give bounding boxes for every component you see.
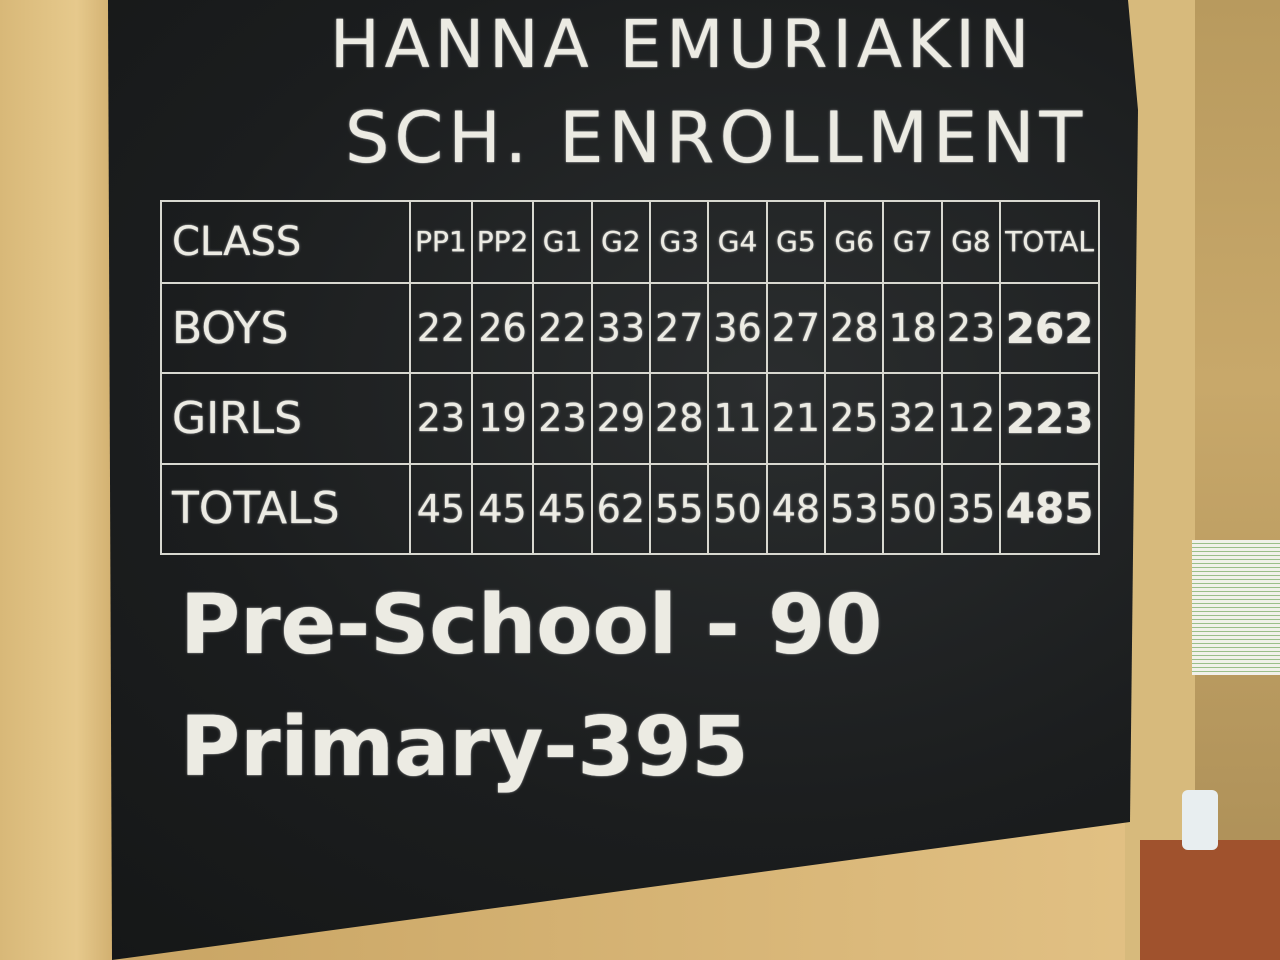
value-cell: 11 [707,372,768,465]
header-cell: PP1 [409,200,473,284]
value-cell: 27 [649,281,710,375]
value-cell: 62 [590,462,652,556]
header-cell: G4 [707,200,768,284]
value-cell: 33 [590,281,652,375]
table-row-boys: BOYS 22 26 22 33 27 36 27 28 18 23 262 [159,281,1100,375]
header-cell: G3 [649,200,710,284]
value-cell: 23 [532,372,593,465]
value-cell: 29 [590,372,652,465]
value-cell: 19 [470,372,535,465]
value-cell: 53 [824,462,885,556]
header-cell: G6 [824,200,885,284]
title-enrollment: SCH. ENROLLMENT [345,97,1088,179]
value-cell: 45 [532,462,593,556]
enrollment-table: CLASS PP1 PP2 G1 G2 G3 G4 G5 G6 G7 G8 TOTAL BOYS 22 2… [159,200,1100,556]
header-cell: G2 [590,200,652,284]
desk [1140,840,1280,960]
preschool-total: Pre-School - 90 [180,578,883,673]
title-school-name: HANNA EMURIAKIN [330,6,1035,83]
header-cell: TOTAL [999,200,1100,284]
sanitizer-bottle [1182,790,1218,850]
row-label: GIRLS [159,372,412,465]
value-cell: 21 [765,372,827,465]
value-cell: 32 [882,372,943,465]
value-cell: 45 [470,462,535,556]
value-cell: 28 [824,281,885,375]
table-row-totals: TOTALS 45 45 45 62 55 50 48 53 50 35 485 [159,462,1100,556]
value-cell: 50 [707,462,768,556]
value-cell: 26 [470,281,535,375]
value-cell: 50 [882,462,943,556]
header-cell: G8 [940,200,1002,284]
value-cell: 23 [940,281,1002,375]
value-cell: 25 [824,372,885,465]
table-row-girls: GIRLS 23 19 23 29 28 11 21 25 32 12 223 [159,372,1100,465]
header-cell: G7 [882,200,943,284]
total-cell: 223 [999,372,1100,465]
header-class: CLASS [159,200,412,284]
value-cell: 18 [882,281,943,375]
value-cell: 22 [409,281,473,375]
value-cell: 28 [649,372,710,465]
header-cell: G5 [765,200,827,284]
value-cell: 48 [765,462,827,556]
value-cell: 45 [409,462,473,556]
value-cell: 55 [649,462,710,556]
value-cell: 36 [707,281,768,375]
total-cell: 485 [999,462,1100,556]
row-label: BOYS [159,281,412,375]
row-label: TOTALS [159,462,412,556]
wall-poster [1192,540,1280,675]
primary-total: Primary-395 [180,700,749,795]
header-row: CLASS PP1 PP2 G1 G2 G3 G4 G5 G6 G7 G8 TOTAL [159,200,1100,284]
value-cell: 23 [409,372,473,465]
value-cell: 35 [940,462,1002,556]
value-cell: 22 [532,281,593,375]
value-cell: 12 [940,372,1002,465]
total-cell: 262 [999,281,1100,375]
value-cell: 27 [765,281,827,375]
header-cell: PP2 [470,200,535,284]
header-cell: G1 [532,200,593,284]
